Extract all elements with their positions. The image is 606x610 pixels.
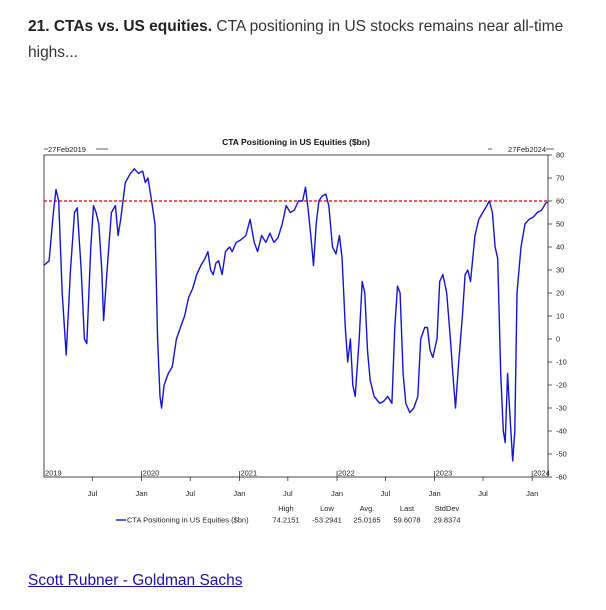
y-tick-label: 80 bbox=[556, 151, 564, 160]
stats-header: Last bbox=[400, 504, 415, 513]
legend-label: CTA Positioning in US Equities ($bn) bbox=[127, 516, 249, 525]
stats-value: -53.2941 bbox=[312, 516, 342, 525]
x-tick-label: Jul bbox=[88, 489, 98, 498]
y-tick-label: 70 bbox=[556, 174, 564, 183]
x-tick-label: Jan bbox=[331, 489, 343, 498]
x-tick-label: Jan bbox=[233, 489, 245, 498]
stats-header: High bbox=[278, 504, 293, 513]
cta-positioning-chart: CTA Positioning in US Equities ($bn) 27Fe… bbox=[43, 137, 567, 525]
stats-value: 25.0165 bbox=[353, 516, 380, 525]
x-tick-label: Jul bbox=[283, 489, 293, 498]
x-tick-label: Jul bbox=[185, 489, 195, 498]
x-tick-label: Jan bbox=[136, 489, 148, 498]
date-start-label: 27Feb2019 bbox=[48, 145, 86, 154]
intro-paragraph: 21. CTAs vs. US equities. CTA positionin… bbox=[28, 14, 588, 66]
intro-heading: 21. CTAs vs. US equities. bbox=[28, 18, 213, 35]
source-link[interactable]: Scott Rubner - Goldman Sachs bbox=[28, 572, 243, 589]
x-year-label: 2021 bbox=[240, 469, 257, 478]
y-tick-label: -60 bbox=[556, 473, 567, 482]
y-tick-label: -10 bbox=[556, 358, 567, 367]
x-tick-label: Jan bbox=[429, 489, 441, 498]
y-tick-label: -20 bbox=[556, 381, 567, 390]
chart-container: CTA Positioning in US Equities ($bn) 27Fe… bbox=[40, 133, 570, 533]
y-tick-label: 30 bbox=[556, 266, 564, 275]
x-tick-label: Jan bbox=[526, 489, 538, 498]
x-year-label: 2019 bbox=[45, 469, 62, 478]
intro-text: CTA positioning in US stocks remains nea… bbox=[28, 18, 564, 61]
y-tick-label: 0 bbox=[556, 335, 560, 344]
x-tick-label: Jul bbox=[381, 489, 391, 498]
stats-value: 74.2151 bbox=[272, 516, 299, 525]
plot-frame bbox=[43, 154, 549, 478]
stats-header: Avg. bbox=[360, 504, 375, 513]
stats-value: 29.8374 bbox=[433, 516, 460, 525]
y-tick-label: -30 bbox=[556, 404, 567, 413]
y-tick-label: -50 bbox=[556, 450, 567, 459]
series-line-cta-positioning bbox=[43, 168, 548, 462]
chart-title: CTA Positioning in US Equities ($bn) bbox=[222, 137, 370, 147]
date-end-label: 27Feb2024 bbox=[508, 145, 546, 154]
stats-header: StdDev bbox=[435, 504, 460, 513]
y-tick-label: 40 bbox=[556, 243, 564, 252]
y-tick-label: 20 bbox=[556, 289, 564, 298]
x-year-label: 2023 bbox=[436, 469, 453, 478]
y-tick-label: 10 bbox=[556, 312, 564, 321]
stats-value: 59.6078 bbox=[393, 516, 420, 525]
x-year-label: 2022 bbox=[338, 469, 355, 478]
x-tick-label: Jul bbox=[478, 489, 488, 498]
x-year-label: 2024 bbox=[533, 469, 550, 478]
y-tick-label: -40 bbox=[556, 427, 567, 436]
y-tick-label: 60 bbox=[556, 197, 564, 206]
stats-header: Low bbox=[320, 504, 334, 513]
x-year-label: 2020 bbox=[143, 469, 160, 478]
y-tick-label: 50 bbox=[556, 220, 564, 229]
